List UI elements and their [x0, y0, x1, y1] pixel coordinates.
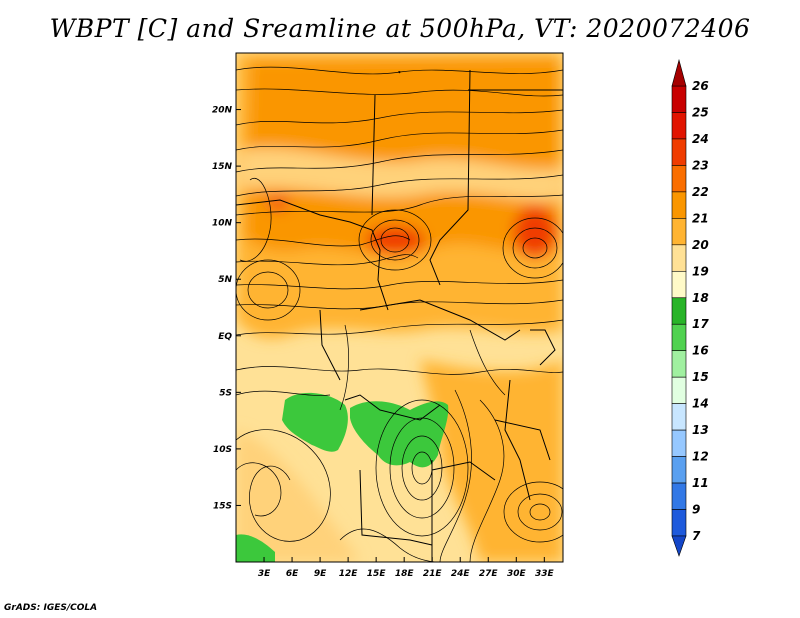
- colorbar-segment: [671, 244, 687, 272]
- colorbar-segment: [671, 323, 687, 352]
- field-orange-core: [245, 58, 560, 258]
- colorbar-label: 18: [692, 291, 709, 305]
- colorbar-segment: [671, 218, 687, 246]
- wbpt-field: [236, 53, 563, 562]
- colorbar-label: 16: [692, 344, 709, 358]
- colorbar-label: 17: [692, 317, 709, 331]
- lat-tick-label: 20N: [212, 106, 233, 116]
- colorbar-label: 15: [692, 370, 709, 384]
- colorbar-segment: [671, 429, 687, 457]
- colorbar-label: 11: [692, 476, 709, 490]
- lon-tick-label: 18E: [395, 569, 415, 579]
- colorbar-segment: [671, 482, 687, 510]
- colorbar-label: 9: [692, 503, 700, 517]
- lon-tick-label: 24E: [451, 569, 471, 579]
- footer-credit: GrADS: IGES/COLA: [4, 603, 98, 613]
- lon-tick-label: 21E: [423, 569, 443, 579]
- lon-tick-label: 3E: [258, 569, 271, 579]
- lat-tick-label: 15S: [213, 501, 232, 511]
- field-hotspot-west: [266, 195, 290, 211]
- colorbar: 26 25 24 23 22 21 20 19 18 17 16 15 14 13 12 11 9 7: [671, 58, 709, 557]
- colorbar-label: 13: [692, 423, 709, 437]
- streamlines: [236, 66, 563, 562]
- field-hotspot-east: [513, 206, 557, 258]
- colorbar-segment: [671, 456, 687, 484]
- colorbar-label: 23: [692, 158, 709, 172]
- colorbar-segment: [671, 138, 687, 166]
- colorbar-label: 26: [692, 79, 709, 93]
- lon-tick-label: 6E: [286, 569, 299, 579]
- lat-tick-label: 5S: [219, 388, 232, 398]
- colorbar-max-arrow: [671, 58, 687, 87]
- plot-frame: [235, 52, 564, 563]
- field-hotspot-center: [365, 226, 425, 254]
- colorbar-label: 14: [692, 397, 709, 411]
- lon-tick-label: 27E: [479, 569, 499, 579]
- colorbar-label: 21: [692, 211, 709, 225]
- field-green-patch-southwest: [236, 534, 275, 562]
- lat-ticks: 20N 15N 10N 5N EQ 5S 10S 15S: [212, 106, 241, 511]
- colorbar-segment: [671, 297, 687, 325]
- colorbar-label: 20: [692, 238, 709, 252]
- field-green-patch-west: [282, 392, 348, 452]
- lon-tick-label: 9E: [314, 569, 327, 579]
- colorbar-segment: [671, 112, 687, 140]
- field-orange-southeast: [420, 360, 563, 562]
- colorbar-label: 22: [692, 185, 709, 199]
- lat-tick-label: 10N: [212, 219, 233, 229]
- lat-tick-label: 15N: [212, 162, 233, 172]
- lat-tick-label: EQ: [218, 332, 232, 342]
- lat-tick-label: 10S: [213, 445, 232, 455]
- field-orange-southwest: [236, 430, 360, 562]
- colorbar-segment: [671, 509, 687, 537]
- colorbar-label: 19: [692, 264, 709, 278]
- country-borders: [236, 69, 563, 562]
- colorbar-segment: [671, 191, 687, 219]
- colorbar-segment: [671, 165, 687, 193]
- lon-ticks: 3E 6E 9E 12E 15E 18E 21E 24E 27E 30E 33E: [258, 557, 555, 579]
- colorbar-segment: [671, 85, 687, 113]
- field-light-band: [240, 147, 560, 201]
- colorbar-label: 7: [692, 529, 701, 543]
- colorbar-label: 24: [692, 132, 709, 146]
- map-title: WBPT [C] and Sreamline at 500hPa, VT: 20…: [49, 14, 751, 43]
- colorbar-label: 12: [692, 450, 709, 464]
- colorbar-min-arrow: [671, 535, 687, 557]
- lon-tick-label: 15E: [367, 569, 387, 579]
- lat-tick-label: 5N: [218, 275, 232, 285]
- colorbar-segment: [671, 376, 687, 404]
- lon-tick-label: 30E: [507, 569, 527, 579]
- colorbar-segment: [671, 403, 687, 431]
- colorbar-segment: [671, 270, 687, 299]
- lon-tick-label: 12E: [339, 569, 359, 579]
- lon-tick-label: 33E: [535, 569, 555, 579]
- colorbar-label: 25: [692, 105, 709, 119]
- colorbar-segment: [671, 350, 687, 378]
